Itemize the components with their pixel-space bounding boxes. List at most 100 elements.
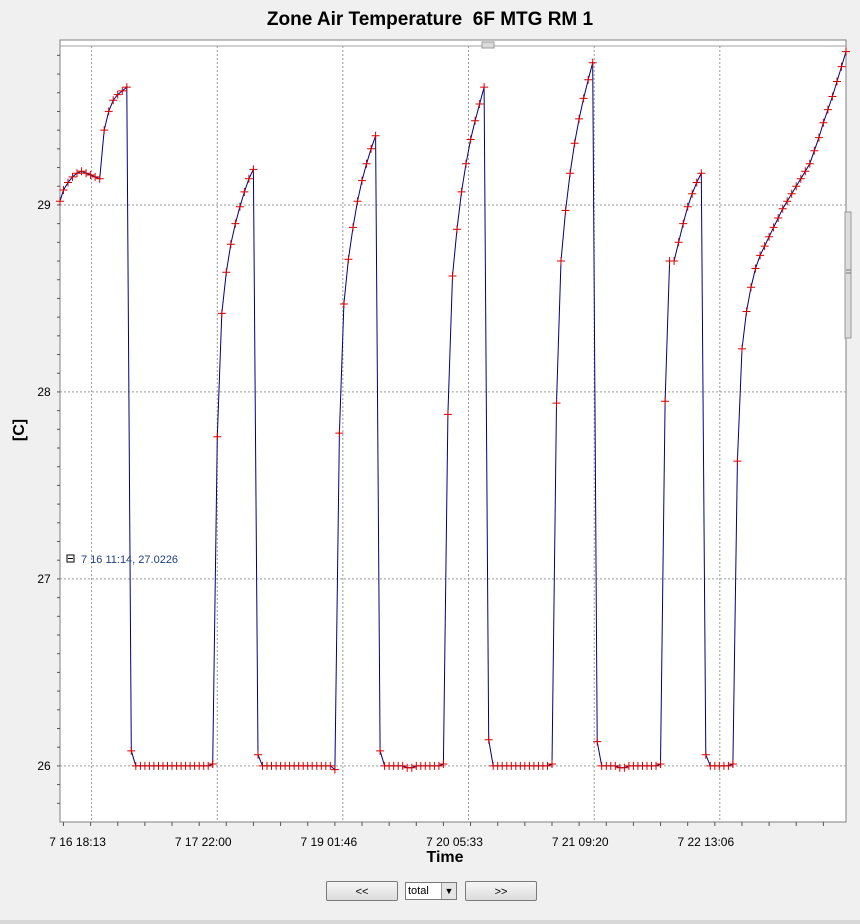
data-point	[697, 169, 706, 178]
data-point	[801, 167, 810, 176]
y-tick-label: 27	[37, 572, 51, 586]
data-point	[620, 763, 629, 772]
data-point	[733, 457, 742, 466]
data-point	[833, 77, 841, 86]
data-point	[235, 202, 244, 211]
data-point	[774, 214, 783, 222]
data-point	[656, 760, 665, 768]
x-tick-label: 7 20 05:33	[426, 835, 483, 849]
data-point	[217, 309, 226, 318]
data-point	[249, 165, 258, 174]
data-point	[344, 255, 353, 264]
data-point	[208, 760, 217, 768]
x-tick-label: 7 17 22:00	[175, 835, 232, 849]
data-point	[330, 765, 339, 774]
data-point	[566, 169, 575, 178]
data-point	[95, 174, 104, 183]
annotation-label: 7 16 11:14, 27.0226	[81, 554, 178, 566]
data-point	[204, 761, 213, 770]
data-point	[588, 58, 597, 67]
data-point	[570, 139, 579, 148]
data-point	[579, 94, 588, 103]
data-point	[59, 186, 68, 194]
data-point	[466, 135, 475, 144]
data-point	[407, 763, 416, 772]
data-point	[326, 761, 335, 770]
data-point	[792, 182, 801, 191]
scrollbar-right[interactable]	[844, 211, 852, 339]
x-tick-label: 7 22 13:06	[677, 835, 734, 849]
data-point	[652, 761, 660, 770]
window-bottom-edge	[0, 920, 860, 924]
scrollbar-top-thumb[interactable]	[481, 41, 495, 49]
y-tick-label: 29	[37, 198, 51, 212]
data-point	[335, 429, 344, 438]
range-select[interactable]: total ▼	[405, 882, 457, 900]
data-point	[376, 746, 385, 755]
data-point	[244, 174, 253, 183]
data-point	[367, 144, 376, 153]
data-point	[113, 90, 122, 99]
data-point	[584, 75, 593, 84]
data-point	[756, 251, 765, 260]
data-point	[462, 159, 470, 168]
chevron-down-icon[interactable]: ▼	[441, 883, 456, 899]
data-point	[457, 187, 466, 196]
data-point	[77, 167, 86, 176]
data-point	[362, 159, 371, 168]
data-point	[670, 257, 679, 265]
data-point	[100, 126, 109, 135]
data-point	[439, 760, 448, 768]
data-point	[814, 133, 823, 142]
data-point	[91, 172, 100, 181]
x-axis-label: Time	[426, 849, 464, 866]
x-tick-label: 7 19 01:46	[300, 835, 357, 849]
data-point	[611, 761, 620, 770]
chart-title: Zone Air Temperature 6F MTG RM 1	[266, 9, 594, 30]
axis-layer: 26 27 28 29 7 16 18:13 7 17 22:00 7 19 01:46 7 …	[37, 54, 824, 849]
data-point	[254, 750, 262, 759]
data-point	[787, 189, 796, 198]
data-point	[842, 47, 850, 56]
data-point	[724, 761, 733, 770]
data-point	[837, 62, 846, 71]
data-point	[339, 300, 348, 308]
data-point	[823, 105, 832, 114]
data-point	[56, 197, 64, 206]
data-point	[575, 114, 584, 123]
next-button[interactable]: >>	[465, 881, 537, 901]
data-point	[805, 159, 814, 168]
data-point	[353, 197, 362, 206]
data-point	[231, 219, 240, 228]
data-point	[751, 264, 760, 273]
data-point	[434, 761, 443, 770]
data-point	[349, 223, 357, 232]
data-point	[683, 202, 692, 211]
series-layer	[56, 47, 850, 774]
y-tick-label: 28	[37, 385, 51, 399]
data-point	[480, 83, 489, 92]
data-point	[213, 432, 222, 441]
previous-button[interactable]: <<	[326, 881, 398, 901]
data-point	[109, 96, 118, 105]
x-tick-label: 7 16 18:13	[49, 835, 106, 849]
data-point	[471, 116, 480, 125]
data-point	[828, 92, 837, 101]
y-axis-label: [C]	[11, 418, 28, 442]
data-point	[127, 746, 136, 755]
data-point	[548, 760, 556, 768]
annotation-layer: 7 16 11:14, 27.0226	[66, 554, 178, 566]
data-point	[561, 206, 570, 215]
data-point	[796, 174, 805, 183]
data-point	[358, 176, 366, 185]
data-point	[68, 172, 77, 181]
data-point	[443, 410, 452, 419]
data-point	[398, 761, 407, 770]
data-point	[661, 397, 670, 406]
data-point	[122, 83, 131, 92]
data-point	[82, 169, 91, 178]
data-point	[819, 118, 828, 127]
data-point	[484, 735, 493, 744]
data-point	[552, 399, 561, 408]
data-point	[679, 219, 688, 228]
